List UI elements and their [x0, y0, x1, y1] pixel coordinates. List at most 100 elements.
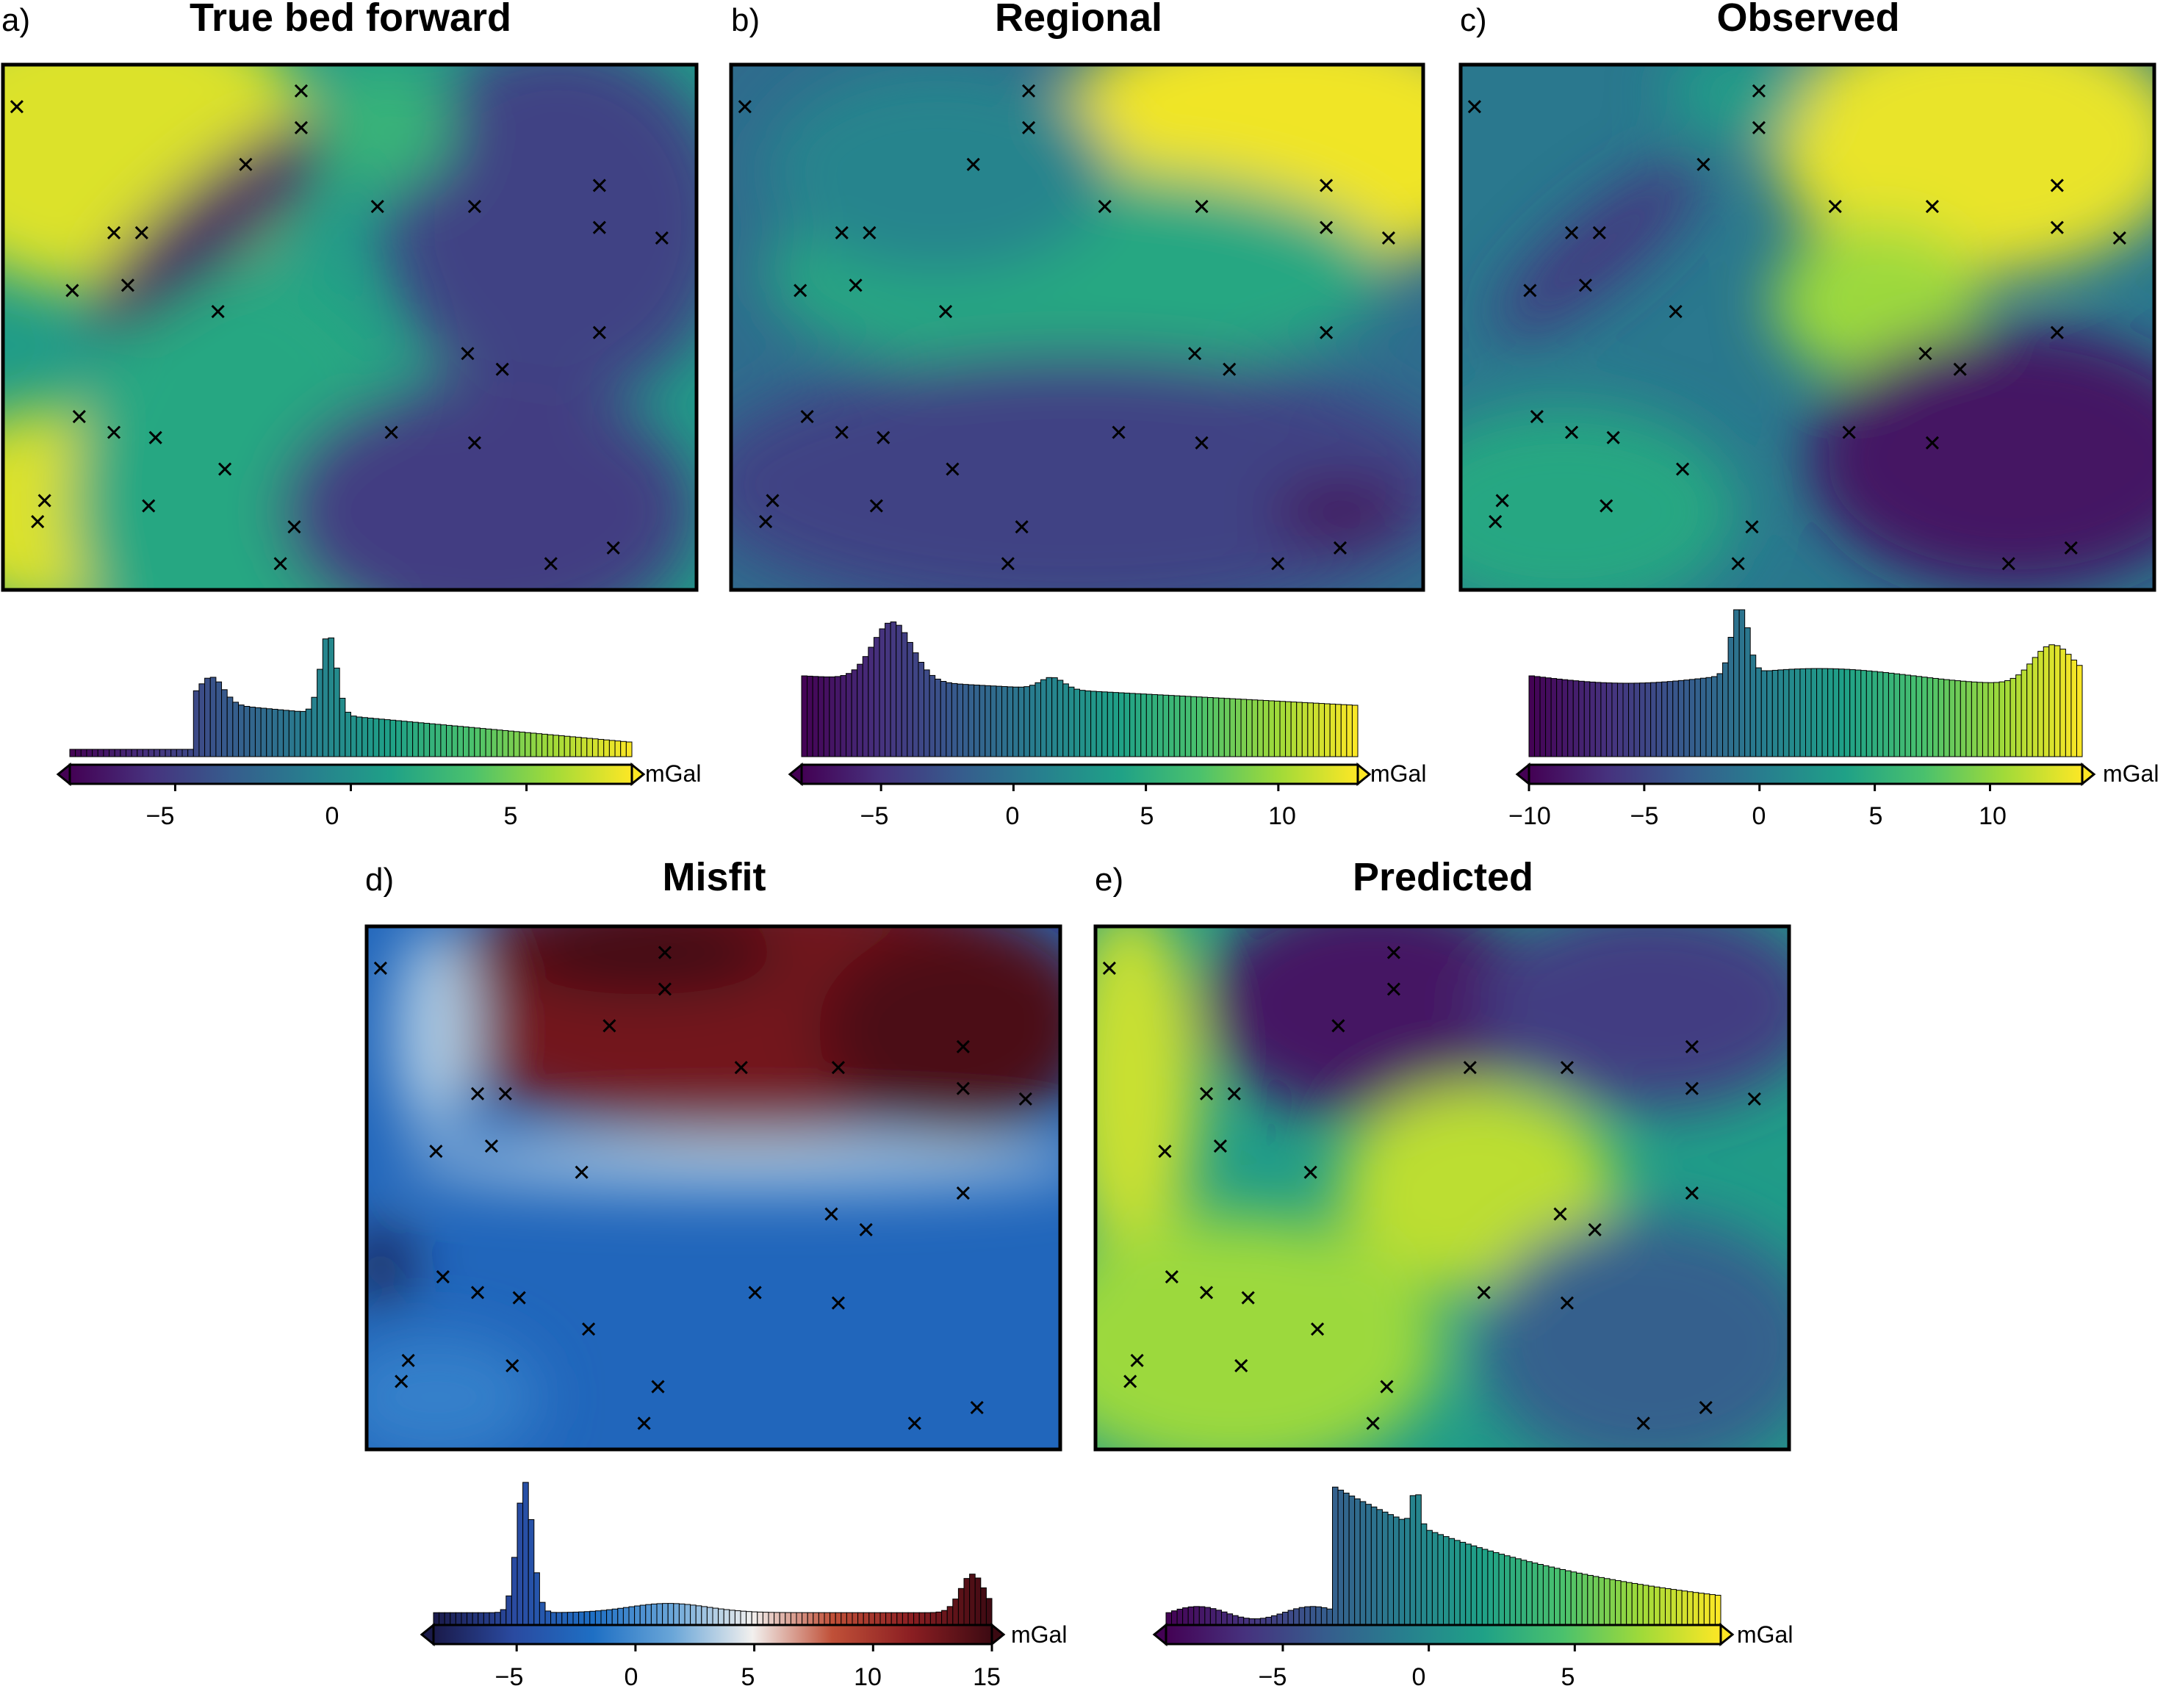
field	[1461, 65, 2154, 590]
histogram-bar	[695, 1605, 702, 1626]
tick-label: 5	[1869, 802, 1883, 830]
histogram-bar	[1581, 1574, 1588, 1626]
station-marker	[907, 1416, 921, 1430]
station-marker	[429, 1145, 443, 1159]
histogram-bar	[762, 1612, 769, 1626]
histogram-bar	[378, 718, 385, 757]
histogram-bar	[1226, 1613, 1234, 1626]
histogram-bar	[226, 696, 234, 757]
tick-label: 0	[1006, 802, 1020, 830]
histogram-bar	[221, 689, 228, 757]
histogram-bar	[1760, 670, 1768, 757]
histogram-bar	[1193, 1606, 1200, 1626]
histogram-bar	[1744, 627, 1751, 757]
station-marker	[835, 226, 849, 239]
histogram-bar	[1683, 680, 1690, 757]
station-marker	[294, 120, 308, 134]
histogram-bar	[796, 1612, 803, 1626]
station-marker	[877, 430, 890, 444]
histogram-bar	[594, 1610, 602, 1626]
histogram-bar	[1040, 679, 1047, 757]
histogram-bar	[813, 1612, 819, 1626]
histogram-bar	[1531, 1563, 1539, 1626]
colorbar-over-triangle	[990, 1622, 1006, 1647]
histogram-bar	[1296, 702, 1303, 757]
histogram-bar	[547, 734, 554, 757]
tick-label: −5	[1630, 802, 1659, 830]
histogram-bar	[896, 624, 902, 757]
histogram-bar	[1240, 699, 1248, 757]
histogram-bar	[1926, 677, 1934, 757]
histogram-bar	[1448, 1538, 1456, 1626]
histogram-bar	[1631, 1582, 1638, 1626]
histogram-bar	[1387, 1514, 1395, 1626]
histogram-bar	[620, 741, 627, 757]
histogram-bar	[522, 1482, 529, 1626]
histogram-bar	[283, 710, 289, 757]
histogram-bar	[1515, 1558, 1522, 1626]
histogram-bar	[1381, 1511, 1389, 1626]
histogram-bar	[1788, 669, 1795, 757]
histogram-bar	[706, 1607, 713, 1626]
colorbar	[420, 1622, 1006, 1651]
histogram-bar	[841, 1612, 847, 1626]
station-marker	[1925, 199, 1939, 214]
histogram-bar	[885, 1612, 892, 1626]
histogram-bar	[322, 638, 329, 757]
histogram-bar	[294, 710, 301, 757]
histogram-bar	[373, 718, 380, 757]
station-marker	[1467, 100, 1481, 114]
station-marker	[738, 100, 752, 114]
station-marker	[1241, 1291, 1255, 1305]
histogram-bar	[974, 1577, 982, 1626]
histogram-bar	[1587, 1574, 1594, 1626]
histogram-bar	[1035, 682, 1042, 757]
histogram-bar	[446, 724, 453, 757]
histogram-bar	[1007, 686, 1014, 757]
histogram-bar	[868, 1612, 875, 1626]
station-marker	[956, 1186, 970, 1200]
histogram-bar	[1209, 1608, 1217, 1626]
field-anomaly	[1095, 926, 1200, 1266]
histogram-bar	[1648, 1585, 1655, 1626]
tick-label: 0	[625, 1663, 638, 1691]
histogram-bar	[131, 749, 138, 757]
station-marker	[2050, 179, 2064, 192]
histogram-bar	[985, 685, 991, 757]
histogram-bar	[846, 673, 852, 757]
histogram-bar	[232, 702, 240, 757]
field-anomaly	[1095, 1214, 1442, 1449]
tick-label: 10	[1979, 802, 2007, 830]
histogram-bar	[1409, 1495, 1417, 1626]
histogram-bar	[461, 1612, 468, 1626]
station-markers	[1102, 945, 1761, 1430]
histogram-bar	[479, 728, 486, 757]
histogram-bar	[1101, 691, 1108, 757]
station-marker	[1752, 120, 1766, 134]
station-marker	[1021, 120, 1036, 134]
histogram-bar	[1854, 669, 1862, 757]
station-marker	[651, 1380, 665, 1394]
station-marker	[1123, 1374, 1137, 1388]
station-marker	[1600, 499, 1613, 513]
histogram-bar	[2043, 646, 2050, 757]
station-marker	[1685, 1081, 1699, 1095]
histogram-bar	[1370, 1506, 1378, 1626]
field	[3, 65, 697, 590]
histogram-bar	[873, 637, 880, 757]
histogram-bar	[1318, 703, 1325, 757]
station-marker	[1386, 945, 1400, 959]
histogram-bar	[1265, 1616, 1272, 1626]
histogram-bar	[1777, 669, 1784, 757]
histogram-bar	[1273, 700, 1281, 757]
histogram-bar	[154, 749, 160, 757]
histogram-bar	[729, 1610, 735, 1626]
histogram-bar	[463, 726, 469, 757]
histogram-bar	[862, 656, 869, 757]
histogram-bar	[1232, 1615, 1239, 1626]
histogram-bar	[1578, 680, 1585, 757]
station-marker	[1381, 231, 1395, 245]
histogram-bar	[511, 1557, 518, 1626]
histogram-bar	[1151, 693, 1158, 757]
histogram-bar	[305, 708, 312, 757]
